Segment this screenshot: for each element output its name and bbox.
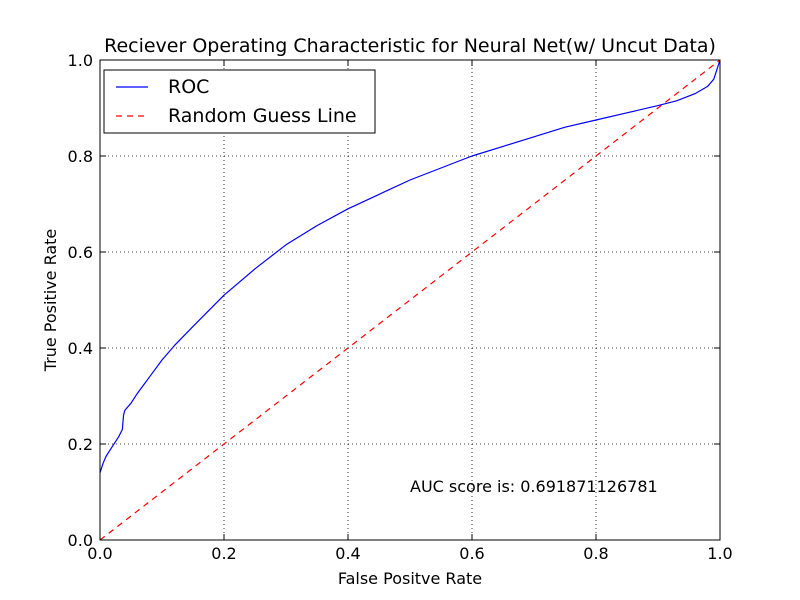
legend: ROC Random Guess Line xyxy=(103,69,376,134)
grid-lines xyxy=(100,60,720,540)
x-tick-label: 0.8 xyxy=(583,544,608,563)
x-tick-label: 1.0 xyxy=(707,544,732,563)
x-tick-label: 0.6 xyxy=(459,544,484,563)
auc-annotation: AUC score is: 0.691871126781 xyxy=(410,477,658,496)
x-tick-label: 0.2 xyxy=(211,544,236,563)
random-guess-line xyxy=(99,59,721,541)
series-layer xyxy=(99,59,721,541)
x-tick-label: 0.0 xyxy=(87,544,112,563)
y-tick-label: 0.0 xyxy=(68,531,93,550)
legend-roc-label: ROC xyxy=(168,76,209,98)
plot-frame xyxy=(99,59,721,541)
roc-curve-line xyxy=(99,59,721,473)
y-tick-label: 0.8 xyxy=(68,147,93,166)
x-axis-label: False Positve Rate xyxy=(338,569,482,588)
y-tick-label: 1.0 xyxy=(68,51,93,70)
x-tick-label: 0.4 xyxy=(335,544,360,563)
axis-ticks: 0.0 0.2 0.4 0.6 0.8 1.0 0.0 0.2 0.4 0.6 0.8 1.0 xyxy=(68,51,733,563)
y-tick-label: 0.4 xyxy=(68,339,93,358)
y-tick-label: 0.6 xyxy=(68,243,93,262)
y-tick-label: 0.2 xyxy=(68,435,93,454)
legend-box xyxy=(103,69,376,134)
y-axis-label: True Positive Rate xyxy=(41,229,60,373)
legend-random-label: Random Guess Line xyxy=(168,105,357,127)
chart-title: Reciever Operating Characteristic for Ne… xyxy=(104,35,716,57)
